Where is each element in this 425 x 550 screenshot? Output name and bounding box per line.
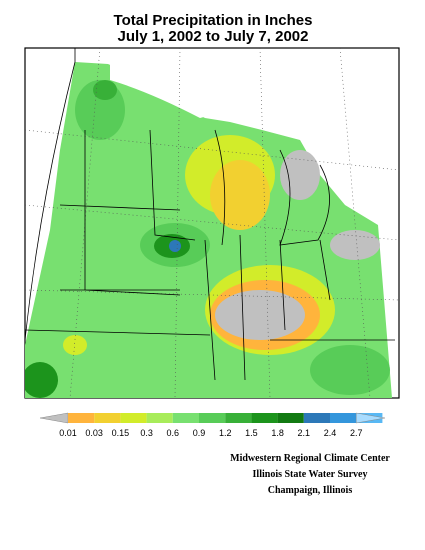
legend-below-arrow	[39, 412, 69, 424]
credit-line: Illinois State Water Survey	[253, 469, 368, 480]
legend-swatch	[94, 413, 121, 423]
legend-level-label: 1.5	[245, 428, 258, 438]
legend-level-label: 0.01	[59, 428, 77, 438]
legend-swatch	[303, 413, 330, 423]
legend-level-label: 0.9	[193, 428, 206, 438]
legend-swatch	[199, 413, 226, 423]
title-line: Total Precipitation in Inches	[114, 12, 313, 29]
legend-level-label: 1.2	[219, 428, 232, 438]
legend-above-arrow	[355, 412, 386, 424]
map	[24, 47, 400, 399]
legend-level-label: 0.03	[85, 428, 103, 438]
legend-swatch	[251, 413, 278, 423]
color-legend: 0.01 0.03 0.15 0.3 0.6 0.9 1.2 1.5 1.8 2.1 2.4 2.7	[39, 412, 386, 438]
title-line: July 1, 2002 to July 7, 2002	[118, 28, 309, 45]
credit-line: Champaign, Illinois	[268, 485, 353, 496]
legend-swatch	[172, 413, 199, 423]
legend-level-label: 0.6	[167, 428, 180, 438]
legend-level-label: 2.1	[298, 428, 311, 438]
legend-level-label: 1.8	[271, 428, 284, 438]
legend-swatch	[225, 413, 252, 423]
legend-swatch	[277, 413, 304, 423]
legend-level-label: 0.15	[112, 428, 130, 438]
legend-level-label: 0.3	[140, 428, 153, 438]
credit-line: Midwestern Regional Climate Center	[230, 453, 390, 464]
legend-swatch	[330, 413, 357, 423]
legend-swatch	[68, 413, 95, 423]
legend-swatch	[146, 413, 173, 423]
legend-level-label: 2.4	[324, 428, 337, 438]
legend-level-label: 2.7	[350, 428, 363, 438]
legend-swatch	[120, 413, 147, 423]
